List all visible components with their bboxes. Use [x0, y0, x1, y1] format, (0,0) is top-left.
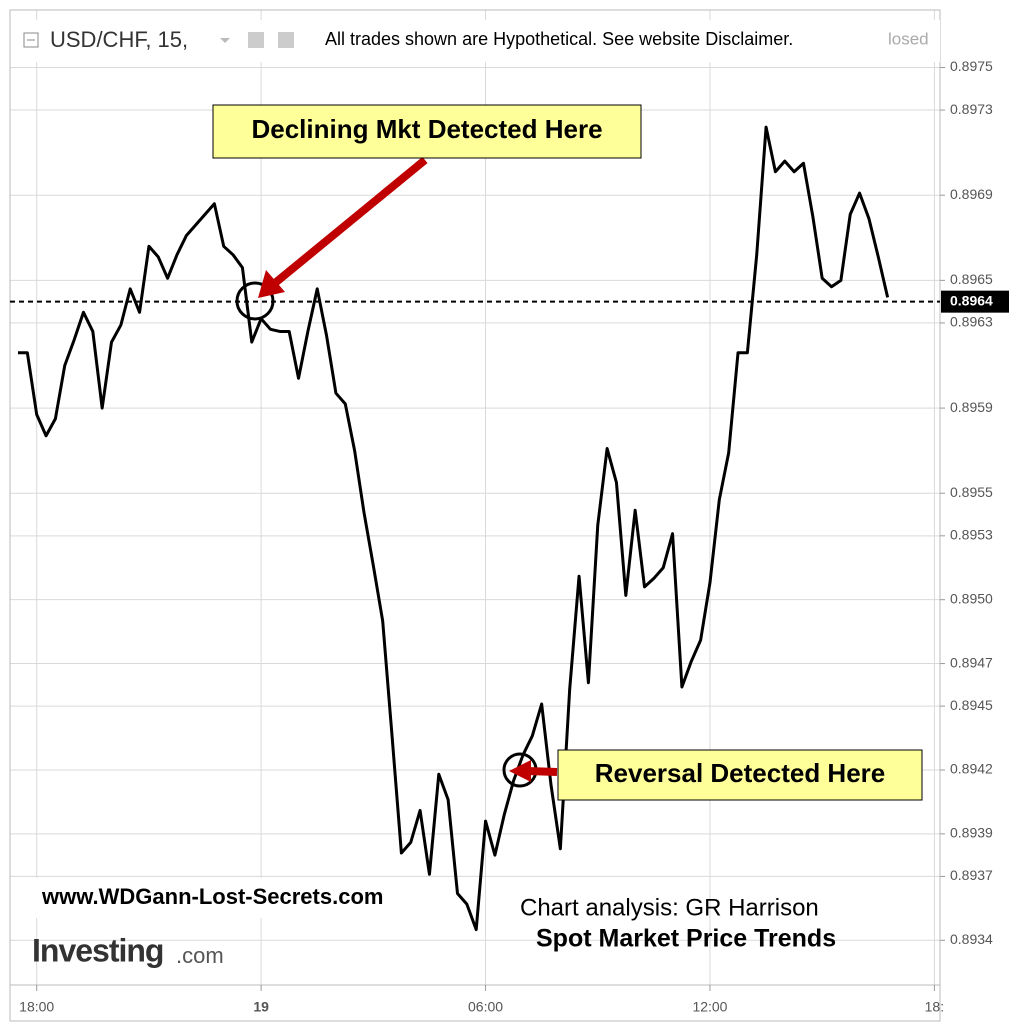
- grid: [10, 10, 940, 985]
- y-tick-label: 0.8934: [950, 931, 993, 947]
- y-tick-label: 0.8965: [950, 271, 993, 287]
- annotation-box: [557, 749, 923, 801]
- brand: Investing: [32, 932, 163, 968]
- y-tick-label: 0.8953: [950, 527, 993, 543]
- settings-icon[interactable]: [278, 32, 294, 48]
- arrow-head: [258, 270, 285, 298]
- website: www.WDGann-Lost-Secrets.com: [41, 884, 383, 909]
- header-bg: [14, 20, 940, 62]
- dropdown-icon[interactable]: [220, 38, 230, 43]
- y-tick-label: 0.8950: [950, 590, 993, 606]
- brand-suffix: .com: [176, 943, 224, 968]
- arrow-head: [509, 760, 531, 782]
- marks: [10, 125, 940, 932]
- collapse-icon[interactable]: [23, 32, 39, 48]
- y-tick-label: 0.8975: [950, 58, 993, 74]
- annotation: Declining Mkt Detected Here: [251, 114, 602, 144]
- y-tick-label: 0.8955: [950, 484, 993, 500]
- y-tick-label: 0.8939: [950, 825, 993, 841]
- settings-icon[interactable]: [248, 32, 264, 48]
- price-line: [18, 125, 890, 932]
- x-tick-label: 18:00: [19, 999, 54, 1015]
- watermark-bg: [20, 878, 450, 918]
- y-tick-label: 0.8963: [950, 314, 993, 330]
- arrow: [272, 156, 428, 287]
- circle-marker: [235, 281, 275, 321]
- disclaimer: All trades shown are Hypothetical. See w…: [325, 29, 793, 49]
- y-tick-label: 0.8969: [950, 186, 993, 202]
- y-tick-label: 0.8947: [950, 654, 993, 670]
- annotation: Reversal Detected Here: [595, 758, 886, 788]
- x-tick-label: 06:00: [468, 999, 503, 1015]
- y-tick-label: 0.8937: [950, 867, 993, 883]
- x-axis-area: [9, 984, 941, 1022]
- x-tick-label: 18:: [925, 999, 944, 1015]
- symbol: USD/CHF, 15,: [50, 27, 188, 52]
- y-tick-label: 0.8942: [950, 761, 993, 777]
- analysis: Chart analysis: GR Harrison: [520, 894, 819, 921]
- status: losed: [888, 29, 929, 48]
- subtitle: Spot Market Price Trends: [536, 925, 836, 953]
- last-price-tag: [941, 290, 1009, 313]
- x-tick-label: 12:00: [692, 999, 727, 1015]
- annotation-box: [212, 104, 642, 159]
- y-tick-label: 0.8945: [950, 697, 993, 713]
- y-tick-label: 0.8973: [950, 101, 993, 117]
- last-price-label: 0.8964: [950, 292, 993, 308]
- arrow: [527, 767, 558, 776]
- x-tick-label: 19: [253, 999, 269, 1015]
- y-tick-label: 0.8959: [950, 399, 993, 415]
